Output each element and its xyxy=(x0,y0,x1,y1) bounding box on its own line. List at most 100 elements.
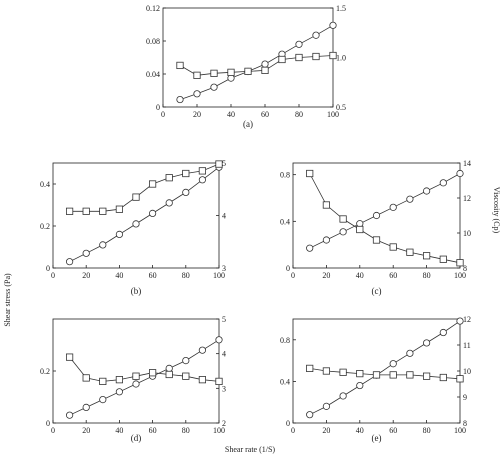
panel-b-right-tick-label: 3 xyxy=(222,264,226,273)
panel-b-series-circles-point xyxy=(132,220,140,228)
panel-c-x-tick-label: 60 xyxy=(389,271,397,280)
panel-a-series-circles-point xyxy=(329,21,337,29)
panel-c-right-tick-label: 12 xyxy=(463,194,471,203)
panel-e-series-squares-point xyxy=(372,371,381,379)
panel-e-left-tick-label: 0 xyxy=(286,419,290,428)
panel-b-x-tick-label: 60 xyxy=(149,271,157,280)
panel-b-right-tick-label: 5 xyxy=(222,159,226,168)
panel-a-right-tick-label: 1.0 xyxy=(336,54,346,63)
panel-a-right-tick-label: 1.5 xyxy=(336,4,346,13)
panel-b-series-circles-point xyxy=(99,241,107,249)
panel-c-series-circles-point xyxy=(422,187,431,195)
panel-d-right-tick-label: 5 xyxy=(222,315,226,324)
panel-b-x-tick-label: 0 xyxy=(51,271,55,280)
panel-e-series-squares-point xyxy=(322,367,331,375)
panel-b-series-squares-line xyxy=(69,163,220,212)
panel-e-x-tick-label: 60 xyxy=(389,426,397,435)
panel-c-series-squares-point xyxy=(406,248,414,256)
panel-e-label: (e) xyxy=(372,433,382,443)
panel-c-series-squares-point xyxy=(439,255,447,263)
panel-d-series-squares-point xyxy=(148,369,157,377)
panel-c-series-squares-point xyxy=(306,169,314,178)
panel-e-x-tick-label: 0 xyxy=(291,426,295,435)
panel-a-left-tick-label: 0.08 xyxy=(146,37,160,46)
panel-d-x-tick-label: 20 xyxy=(82,426,90,435)
panel-a-label: (a) xyxy=(243,119,253,129)
panel-c-series-circles-point xyxy=(322,236,330,244)
panel-e-right-tick-label: 9 xyxy=(463,393,467,402)
panel-b-right-tick-label: 4 xyxy=(222,212,226,221)
panel-d-series-squares-point xyxy=(115,376,123,384)
panel-c-left-tick-label: 0 xyxy=(286,264,290,273)
panel-a-series-squares-line xyxy=(179,55,334,76)
panel-a-series-circles-point xyxy=(295,40,303,48)
panel-b-series-circles-point xyxy=(149,209,157,217)
panel-b-series-squares-point xyxy=(66,207,74,215)
panel-b-series-circles-point xyxy=(115,230,124,238)
panel-b-x-tick-label: 100 xyxy=(213,271,225,280)
panel-b-frame xyxy=(52,162,220,269)
panel-e-left-tick-label: 0.4 xyxy=(280,377,290,386)
panel-d-series-squares-point xyxy=(99,377,107,386)
panel-c-x-tick-label: 0 xyxy=(291,271,295,280)
panel-c-series-squares-point xyxy=(322,201,331,209)
panel-a-x-tick-label: 40 xyxy=(227,110,235,119)
panel-c-left-tick-label: 0.4 xyxy=(280,217,290,226)
panel-d-x-tick-label: 40 xyxy=(115,426,123,435)
panel-e-left-tick-label: 0.8 xyxy=(280,336,290,345)
panel-e-series-circles-point xyxy=(356,381,364,390)
panel-a-left-tick-label: 0.04 xyxy=(146,70,160,79)
panel-a-x-tick-label: 60 xyxy=(261,110,269,119)
panel-e-series-squares-point xyxy=(356,369,364,378)
panel-d-left-tick-label: 0.2 xyxy=(40,367,50,376)
panel-d-series-circles-line xyxy=(69,339,220,416)
panel-d-label: (d) xyxy=(131,433,142,443)
panel-e: 0 20 40 60 80 100 0 0.4 0.8 8 9 10 11 12 (e) xyxy=(280,315,471,443)
panel-e-right-tick-label: 10 xyxy=(463,367,471,376)
panel-a: 0 20 40 60 80 100 0 0.04 0.08 0.12 0.5 1.0 1.5 (a) xyxy=(146,4,346,129)
panel-a-series-squares-point xyxy=(312,52,320,61)
panel-e-series-squares-point xyxy=(389,371,397,379)
panel-b-series-squares-point xyxy=(198,167,206,175)
right-axis-title: Viscosity (Cp) xyxy=(492,187,500,234)
panel-b-x-tick-label: 20 xyxy=(82,271,90,280)
panel-a-x-tick-label: 100 xyxy=(327,110,339,119)
panel-b-x-tick-label: 80 xyxy=(182,271,190,280)
panel-d-series-squares-point xyxy=(198,376,206,384)
panel-c-series-squares-point xyxy=(356,225,364,234)
panel-c-series-circles-point xyxy=(389,203,397,211)
panel-e-series-squares-point xyxy=(339,368,347,376)
panel-c-series-circles-point xyxy=(456,169,464,178)
panel-a-series-circles-point xyxy=(176,95,184,104)
panel-a-x-tick-label: 20 xyxy=(193,110,201,119)
panel-a-left-tick-label: 0.12 xyxy=(146,4,160,13)
panel-c-x-tick-label: 40 xyxy=(356,271,364,280)
panel-b-series-circles-point xyxy=(182,188,190,196)
panel-b-left-tick-label: 0 xyxy=(46,264,50,273)
panel-a-series-squares-point xyxy=(193,71,201,79)
panel-c-series-squares-point xyxy=(372,236,381,244)
panel-a-series-squares-point xyxy=(244,67,252,75)
panel-b-x-tick-label: 40 xyxy=(115,271,123,280)
panel-d-series-circles-point xyxy=(182,356,190,365)
panel-e-series-squares-point xyxy=(456,375,464,383)
panel-d-series-squares-point xyxy=(82,374,90,382)
panel-a-left-tick-label: 0 xyxy=(156,103,160,112)
panel-c-x-tick-label: 80 xyxy=(423,271,431,280)
panel-e-series-squares-point xyxy=(439,373,447,382)
panel-d-series-squares-point xyxy=(182,372,190,380)
panel-c-series-squares-point xyxy=(422,252,431,260)
panel-d-series-circles-point xyxy=(198,346,206,354)
panel-a-series-circles-point xyxy=(210,83,218,91)
panel-e-frame xyxy=(292,318,461,424)
panel-a-series-squares-point xyxy=(176,61,184,70)
panel-e-right-tick-label: 11 xyxy=(463,341,471,350)
panel-e-series-circles-point xyxy=(389,360,397,368)
panel-d-right-tick-label: 3 xyxy=(222,384,226,393)
panel-c-label: (c) xyxy=(372,286,382,296)
panel-a-frame xyxy=(162,7,334,108)
panel-c-right-tick-label: 10 xyxy=(463,229,471,238)
panel-b-series-squares-point xyxy=(148,180,157,188)
